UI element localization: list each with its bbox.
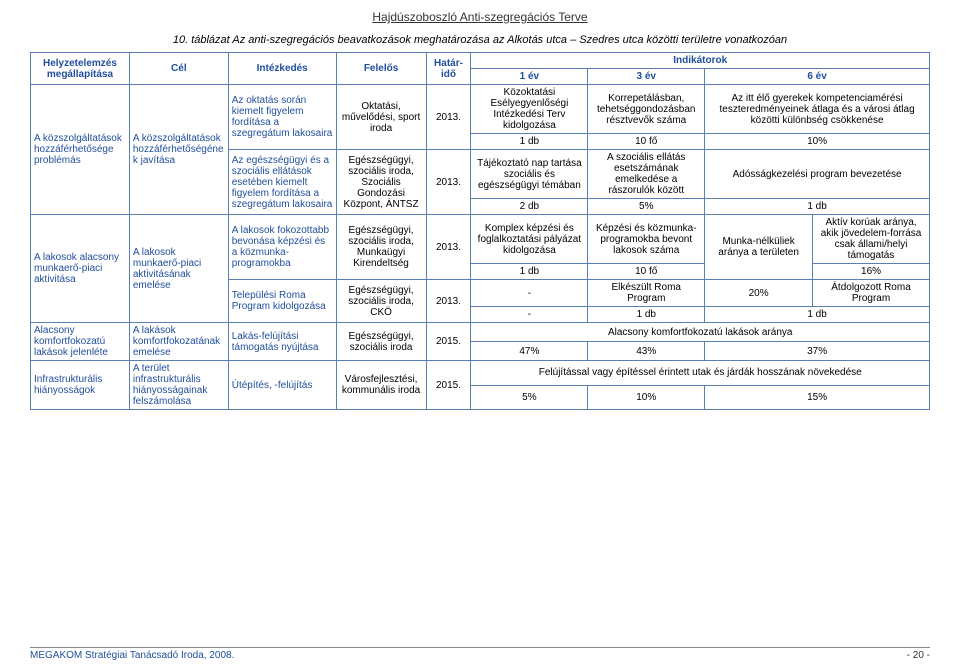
cell-i1: 2 db <box>471 199 588 215</box>
cell-hatar: 2013. <box>426 280 471 323</box>
footer-left: MEGAKOM Stratégiai Tanácsadó Iroda, 2008… <box>30 650 234 661</box>
cell-cel: A lakosok munkaerő-piaci aktivitásának e… <box>129 215 228 323</box>
document-title: Hajdúszoboszló Anti-szegregációs Terve <box>30 10 930 24</box>
cell-i6b: 16% <box>813 264 930 280</box>
cell-i6b: Aktív korúak aránya, akik jövedelem-forr… <box>813 215 930 264</box>
th-3ev: 3 év <box>588 69 705 85</box>
cell-i3: A szociális ellátás esetszámának emelked… <box>588 150 705 199</box>
cell-hatar: 2013. <box>426 150 471 215</box>
cell-i1: - <box>471 307 588 323</box>
cell-hatar: 2013. <box>426 85 471 150</box>
cell-i3: Képzési és közmunka-programokba bevont l… <box>588 215 705 264</box>
cell-i1: 1 db <box>471 264 588 280</box>
cell-intez: A lakosok fokozottabb bevonása képzési é… <box>228 215 336 280</box>
cell-i6: 1 db <box>705 307 930 323</box>
cell-helyzet: Infrastrukturális hiányosságok <box>31 361 130 410</box>
cell-i1: 5% <box>471 385 588 410</box>
cell-i1: 1 db <box>471 134 588 150</box>
th-indikatorok: Indikátorok <box>471 53 930 69</box>
cell-merged: Felújítással vagy építéssel érintett uta… <box>471 361 930 386</box>
cell-hatar: 2015. <box>426 361 471 410</box>
cell-felelos: Egészségügyi, szociális iroda, CKÖ <box>336 280 426 323</box>
cell-felelos: Egészségügyi, szociális iroda, Szociális… <box>336 150 426 215</box>
cell-merged: Alacsony komfortfokozatú lakások aránya <box>471 323 930 342</box>
page-footer: MEGAKOM Stratégiai Tanácsadó Iroda, 2008… <box>30 647 930 661</box>
cell-i3: 1 db <box>588 307 705 323</box>
cell-i6: Az itt élő gyerekek kompetenciamérési te… <box>705 85 930 134</box>
th-intezkedes: Intézkedés <box>228 53 336 85</box>
th-cel: Cél <box>129 53 228 85</box>
cell-i3: 10 fő <box>588 264 705 280</box>
cell-intez: Az oktatás során kiemelt figyelem fordít… <box>228 85 336 150</box>
cell-i1: Komplex képzési és foglalkoztatási pályá… <box>471 215 588 264</box>
page-number: - 20 - <box>907 650 930 661</box>
cell-i6a: Munka-nélküliek aránya a területen <box>705 215 813 280</box>
cell-intez: Útépítés, -felújítás <box>228 361 336 410</box>
cell-felelos: Oktatási, művelődési, sport iroda <box>336 85 426 150</box>
th-hatarido: Határ-idő <box>426 53 471 85</box>
cell-intez: Az egészségügyi és a szociális ellátások… <box>228 150 336 215</box>
main-table: Helyzetelemzés megállapítása Cél Intézke… <box>30 52 930 410</box>
table-row: A közszolgáltatások hozzáférhetősége pro… <box>31 85 930 134</box>
table-row: Infrastrukturális hiányosságok A terület… <box>31 361 930 386</box>
cell-i3: Korrepetálásban, tehetséggondozásban rés… <box>588 85 705 134</box>
cell-i1: Tájékoztató nap tartása szociális és egé… <box>471 150 588 199</box>
th-helyzet: Helyzetelemzés megállapítása <box>31 53 130 85</box>
cell-hatar: 2013. <box>426 215 471 280</box>
th-6ev: 6 év <box>705 69 930 85</box>
cell-intez: Települési Roma Program kidolgozása <box>228 280 336 323</box>
cell-i3: 43% <box>588 342 705 361</box>
cell-hatar: 2015. <box>426 323 471 361</box>
cell-intez: Lakás-felújítási támogatás nyújtása <box>228 323 336 361</box>
cell-cel: A közszolgáltatások hozzáférhetőségének … <box>129 85 228 215</box>
cell-i1: Közoktatási Esélyegyenlőségi Intézkedési… <box>471 85 588 134</box>
cell-i6: Adósságkezelési program bevezetése <box>705 150 930 199</box>
table-row: Alacsony komfortfokozatú lakások jelenlé… <box>31 323 930 342</box>
cell-felelos: Egészségügyi, szociális iroda <box>336 323 426 361</box>
cell-i6: 1 db <box>705 199 930 215</box>
cell-i6: 15% <box>705 385 930 410</box>
cell-helyzet: A lakosok alacsony munkaerő-piaci aktivi… <box>31 215 130 323</box>
cell-i3: 10 fő <box>588 134 705 150</box>
table-row: A lakosok alacsony munkaerő-piaci aktivi… <box>31 215 930 264</box>
table-title: 10. táblázat Az anti-szegregációs beavat… <box>30 34 930 46</box>
th-felelos: Felelős <box>336 53 426 85</box>
cell-helyzet: A közszolgáltatások hozzáférhetősége pro… <box>31 85 130 215</box>
cell-i1: - <box>471 280 588 307</box>
cell-i6: 10% <box>705 134 930 150</box>
cell-i6: 37% <box>705 342 930 361</box>
cell-cel: A terület infrastrukturális hiányosságai… <box>129 361 228 410</box>
cell-cel: A lakások komfortfokozatának emelése <box>129 323 228 361</box>
cell-felelos: Városfejlesztési, kommunális iroda <box>336 361 426 410</box>
cell-helyzet: Alacsony komfortfokozatú lakások jelenlé… <box>31 323 130 361</box>
cell-i1: 47% <box>471 342 588 361</box>
th-1ev: 1 év <box>471 69 588 85</box>
cell-i6a: 20% <box>705 280 813 307</box>
cell-felelos: Egészségügyi, szociális iroda, Munkaügyi… <box>336 215 426 280</box>
cell-i3: 5% <box>588 199 705 215</box>
cell-i3: 10% <box>588 385 705 410</box>
cell-i3: Elkészült Roma Program <box>588 280 705 307</box>
cell-i6: Átdolgozott Roma Program <box>813 280 930 307</box>
